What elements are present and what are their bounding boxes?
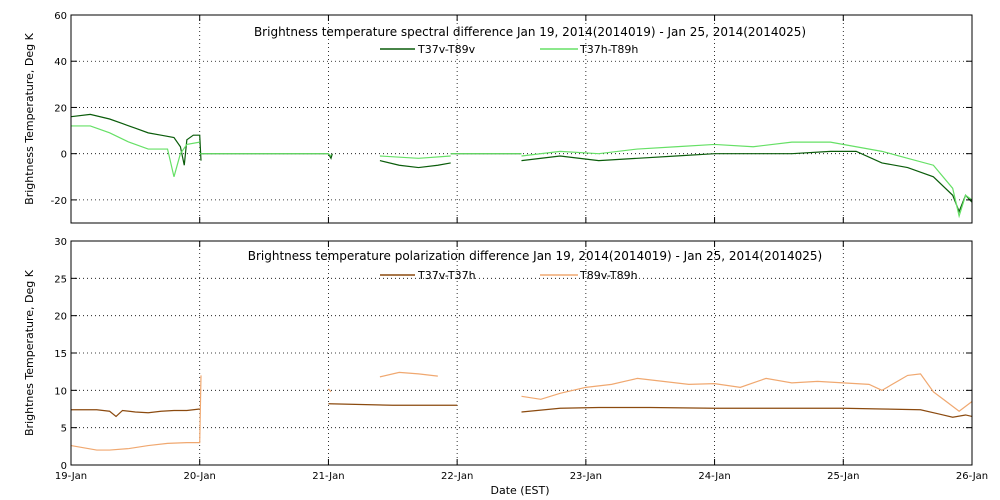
spectral-difference-panel: Brightness temperature spectral differen… — [23, 11, 973, 224]
series-line-t89v-t89h — [70, 375, 202, 451]
y-tick-label: 30 — [54, 237, 67, 248]
series-line-t37v-t37h — [71, 408, 200, 418]
x-tick-label: 19-Jan — [55, 471, 87, 482]
series-line-t37v-t37h — [521, 406, 973, 418]
polarization-difference-title: Brightness temperature polarization diff… — [248, 249, 822, 263]
polarization-difference-y-axis-label: Brightnes Temperature, Deg K — [23, 269, 36, 436]
y-tick-label: 0 — [61, 150, 67, 161]
y-tick-label: 40 — [54, 57, 67, 68]
series-line-t37h-t89h — [328, 153, 332, 157]
y-tick-label: 15 — [54, 349, 67, 360]
series-line-t89v-t89h — [327, 388, 332, 393]
x-tick-label: 22-Jan — [441, 471, 473, 482]
spectral-difference-plot-frame — [70, 14, 973, 224]
polarization-difference-grid — [71, 241, 972, 465]
y-tick-label: 10 — [54, 386, 67, 397]
legend-label-t37v-t37h: T37v-T37h — [417, 269, 476, 282]
x-tick-label: 26-Jan — [956, 471, 988, 482]
series-t89v-t89h — [70, 371, 973, 451]
series-line-t37h-t89h — [71, 125, 200, 177]
polarization-difference-panel: Brightness temperature polarization diff… — [23, 237, 988, 497]
series-t37h-t89h — [71, 125, 973, 219]
x-tick-label: 23-Jan — [570, 471, 602, 482]
y-tick-label: 5 — [61, 424, 67, 435]
series-line-t37v-t37h — [328, 403, 458, 406]
spectral-difference-y-axis-label: Brightness Temperature, Deg K — [23, 32, 36, 204]
legend-label-t37v-t89v: T37v-T89v — [417, 43, 476, 56]
series-line-t37v-t89v — [379, 160, 451, 169]
spectral-difference-title: Brightness temperature spectral differen… — [254, 25, 806, 39]
legend-label-t89v-t89h: T89v-T89h — [579, 269, 638, 282]
series-line-t89v-t89h — [379, 371, 438, 378]
polarization-difference-legend: T37v-T37h T89v-T89h — [380, 269, 638, 282]
series-line-t89v-t89h — [521, 373, 973, 412]
polarization-difference-plot-frame — [70, 240, 973, 466]
y-tick-label: 20 — [54, 103, 67, 114]
x-tick-label: 21-Jan — [312, 471, 344, 482]
series-t37v-t89v — [70, 113, 973, 214]
spectral-difference-legend: T37v-T89v T37h-T89h — [380, 43, 638, 56]
x-tick-label: 24-Jan — [698, 471, 730, 482]
series-t37v-t37h — [71, 403, 973, 418]
y-tick-label: 0 — [61, 461, 67, 472]
y-tick-label: 25 — [54, 274, 67, 285]
x-tick-label: 25-Jan — [827, 471, 859, 482]
spectral-difference-grid — [71, 15, 972, 223]
series-line-t37v-t89v — [521, 150, 973, 214]
series-line-t37h-t89h — [521, 141, 973, 219]
legend-label-t37h-t89h: T37h-T89h — [579, 43, 638, 56]
series-line-t37v-t89v — [70, 113, 202, 166]
y-tick-label: 20 — [54, 312, 67, 323]
y-tick-label: 60 — [54, 11, 67, 22]
x-axis-label: Date (EST) — [490, 484, 549, 497]
y-tick-label: -20 — [51, 196, 67, 207]
series-line-t37h-t89h — [379, 155, 451, 159]
x-tick-label: 20-Jan — [184, 471, 216, 482]
